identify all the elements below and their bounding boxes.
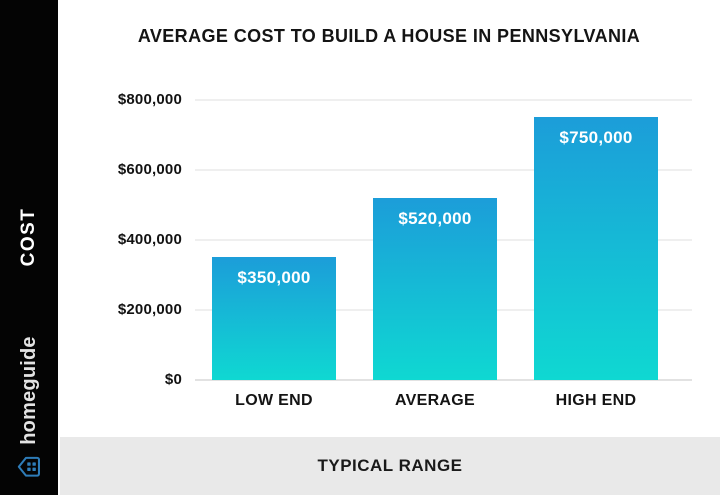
y-axis-tick-label: $400,000 [117,231,182,248]
bar-value-label: $750,000 [559,128,633,147]
x-axis-line [195,379,692,381]
sidebar: COST homeguide [0,0,58,495]
x-axis-category-average: AVERAGE [394,392,476,409]
x-axis-category-high-end: HIGH END [555,392,637,409]
bar-value-label: $520,000 [398,209,472,228]
homeguide-house-icon [16,454,42,480]
bar-value-label: $350,000 [237,268,311,287]
y-axis-tick-label: $600,000 [117,161,182,178]
y-axis-tick-label: $200,000 [117,301,182,318]
bar-average: $520,000 [373,198,497,380]
chart-title: AVERAGE COST TO BUILD A HOUSE IN PENNSYL… [137,26,641,46]
y-axis-tick-label: $800,000 [117,91,182,108]
gridline [195,99,692,101]
y-axis-tick-label: $0 [164,371,182,388]
x-axis-category-low-end: LOW END [235,392,313,409]
x-axis-title: TYPICAL RANGE [317,456,463,475]
bar-high-end: $750,000 [534,117,658,380]
homeguide-logo: homeguide [16,336,42,479]
bar-low-end: $350,000 [212,257,336,380]
gridline [195,169,692,171]
x-axis-banner: TYPICAL RANGE [60,437,720,495]
